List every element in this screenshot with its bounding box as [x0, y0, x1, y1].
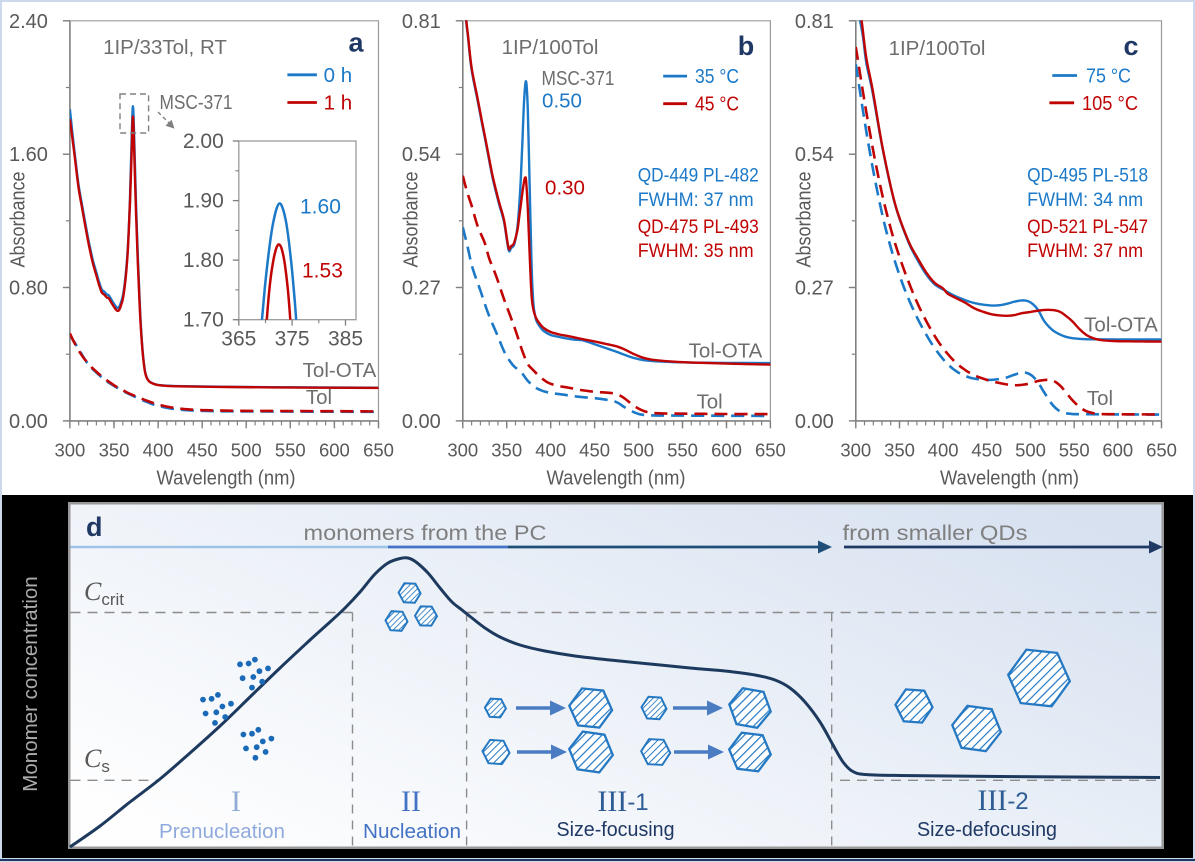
svg-text:105 °C: 105 °C [1082, 92, 1138, 115]
svg-text:365: 365 [221, 328, 256, 351]
svg-text:1.80: 1.80 [183, 249, 224, 272]
svg-text:Size-defocusing: Size-defocusing [917, 818, 1057, 841]
svg-text:400: 400 [143, 440, 174, 461]
svg-text:0.27: 0.27 [402, 278, 441, 300]
svg-text:350: 350 [491, 440, 522, 461]
svg-text:1.60: 1.60 [300, 196, 341, 219]
svg-text:QD-521 PL-547: QD-521 PL-547 [1027, 216, 1148, 238]
svg-text:650: 650 [1146, 440, 1177, 461]
svg-text:0.81: 0.81 [402, 11, 441, 33]
svg-text:300: 300 [54, 440, 85, 461]
svg-text:375: 375 [275, 328, 310, 351]
svg-text:2.40: 2.40 [9, 11, 48, 33]
svg-text:III-2: III-2 [977, 784, 1028, 817]
svg-text:0.54: 0.54 [795, 144, 834, 166]
svg-text:600: 600 [1102, 440, 1133, 461]
svg-text:400: 400 [928, 440, 959, 461]
svg-text:0.80: 0.80 [9, 278, 48, 300]
svg-text:400: 400 [535, 440, 566, 461]
svg-text:600: 600 [711, 440, 742, 461]
svg-text:Wavelength (nm): Wavelength (nm) [940, 467, 1079, 490]
svg-text:III-1: III-1 [597, 785, 648, 818]
svg-text:I: I [231, 785, 241, 818]
svg-text:1.70: 1.70 [183, 309, 224, 332]
svg-text:FWHM: 34 nm: FWHM: 34 nm [1027, 189, 1143, 211]
svg-text:350: 350 [99, 440, 130, 461]
svg-text:550: 550 [667, 440, 698, 461]
svg-text:500: 500 [623, 440, 654, 461]
svg-text:500: 500 [1015, 440, 1046, 461]
svg-text:300: 300 [840, 440, 871, 461]
svg-text:Absorbance: Absorbance [7, 172, 30, 268]
svg-text:Tol-OTA: Tol-OTA [689, 340, 763, 363]
svg-text:0.00: 0.00 [402, 411, 441, 433]
svg-text:a: a [348, 28, 364, 58]
svg-text:350: 350 [884, 440, 915, 461]
svg-text:Size-focusing: Size-focusing [557, 818, 675, 841]
svg-text:1 h: 1 h [324, 92, 353, 115]
svg-text:MSC-371: MSC-371 [542, 67, 615, 90]
svg-text:0.54: 0.54 [402, 144, 441, 166]
svg-text:c: c [1123, 31, 1138, 61]
svg-text:QD-449 PL-482: QD-449 PL-482 [638, 164, 759, 186]
svg-text:1IP/33Tol, RT: 1IP/33Tol, RT [103, 36, 227, 59]
svg-text:Prenucleation: Prenucleation [159, 820, 285, 843]
svg-text:d: d [86, 512, 103, 542]
svg-text:FWHM: 35 nm: FWHM: 35 nm [638, 240, 754, 262]
svg-text:450: 450 [579, 440, 610, 461]
svg-text:550: 550 [1059, 440, 1090, 461]
svg-text:2.00: 2.00 [183, 130, 224, 153]
svg-text:1.53: 1.53 [302, 260, 343, 283]
svg-text:45 °C: 45 °C [695, 93, 739, 116]
svg-text:QD-475 PL-493: QD-475 PL-493 [638, 216, 759, 238]
svg-text:Tol-OTA: Tol-OTA [303, 359, 377, 382]
svg-text:1IP/100Tol: 1IP/100Tol [889, 37, 986, 60]
svg-text:0 h: 0 h [324, 64, 353, 87]
svg-text:0.27: 0.27 [795, 278, 834, 300]
svg-text:450: 450 [971, 440, 1002, 461]
svg-text:Tol: Tol [306, 386, 332, 409]
svg-text:1.90: 1.90 [183, 190, 224, 213]
svg-text:1IP/100Tol: 1IP/100Tol [502, 36, 599, 59]
svg-text:Absorbance: Absorbance [400, 171, 423, 267]
svg-text:Tol: Tol [696, 391, 722, 414]
svg-text:450: 450 [187, 440, 218, 461]
svg-text:monomers from the PC: monomers from the PC [304, 521, 547, 545]
svg-text:300: 300 [447, 440, 478, 461]
svg-text:Absorbance: Absorbance [793, 172, 816, 268]
svg-text:385: 385 [328, 328, 363, 351]
svg-text:650: 650 [755, 440, 786, 461]
svg-text:0.00: 0.00 [9, 411, 48, 433]
svg-text:600: 600 [319, 440, 350, 461]
svg-text:0.50: 0.50 [542, 90, 582, 113]
svg-text:650: 650 [363, 440, 394, 461]
svg-text:0.81: 0.81 [795, 11, 834, 33]
svg-text:b: b [738, 31, 755, 61]
svg-text:Wavelength (nm): Wavelength (nm) [547, 467, 686, 490]
svg-text:1.60: 1.60 [9, 144, 48, 166]
svg-text:from smaller QDs: from smaller QDs [843, 521, 1028, 545]
svg-text:II: II [401, 785, 421, 818]
svg-text:Tol: Tol [1087, 387, 1113, 410]
svg-text:Nucleation: Nucleation [363, 820, 461, 843]
svg-text:75 °C: 75 °C [1086, 65, 1131, 88]
svg-text:Tol-OTA: Tol-OTA [1084, 314, 1158, 337]
svg-text:QD-495 PL-518: QD-495 PL-518 [1027, 164, 1148, 186]
svg-text:35 °C: 35 °C [695, 65, 739, 88]
svg-text:550: 550 [275, 440, 306, 461]
svg-text:0.00: 0.00 [795, 411, 834, 433]
svg-text:MSC-371: MSC-371 [160, 91, 233, 114]
svg-text:FWHM: 37 nm: FWHM: 37 nm [638, 189, 754, 211]
svg-text:500: 500 [231, 440, 262, 461]
svg-text:0.30: 0.30 [545, 177, 585, 200]
svg-text:Wavelength (nm): Wavelength (nm) [157, 467, 296, 490]
svg-text:FWHM: 37 nm: FWHM: 37 nm [1027, 240, 1143, 262]
